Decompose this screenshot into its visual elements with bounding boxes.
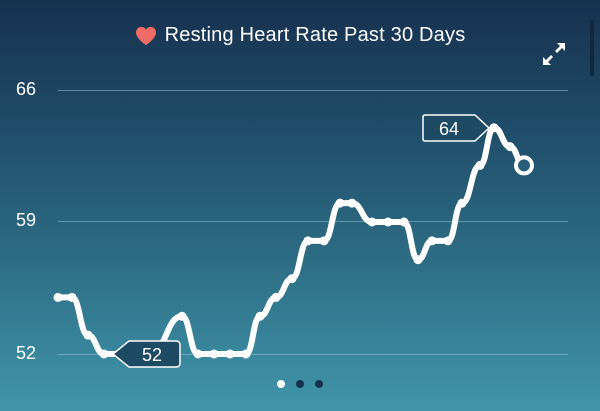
data-point <box>489 123 499 133</box>
data-point <box>193 349 203 359</box>
data-point <box>413 255 423 265</box>
scrollbar[interactable] <box>590 20 594 76</box>
data-point <box>335 198 345 208</box>
max-callout: 64 <box>422 114 491 142</box>
data-point <box>255 311 265 321</box>
data-point <box>475 160 485 170</box>
data-point <box>67 292 77 302</box>
heart-icon <box>135 26 156 45</box>
data-point <box>99 349 109 359</box>
page-dot-2[interactable] <box>296 380 304 388</box>
data-point <box>83 330 93 340</box>
expand-arrows-icon[interactable] <box>540 40 568 68</box>
page-indicator <box>0 380 600 388</box>
min-label: 52 <box>142 345 162 365</box>
y-tick-59: 59 <box>16 210 37 230</box>
gridline-66 <box>58 90 568 91</box>
chart-title: Resting Heart Rate Past 30 Days <box>164 24 466 46</box>
heart-rate-line <box>53 123 534 359</box>
max-label: 64 <box>439 119 459 139</box>
data-point <box>287 274 297 284</box>
gridline-59 <box>58 221 568 222</box>
y-tick-66: 66 <box>16 79 37 99</box>
data-point <box>457 198 467 208</box>
data-point <box>303 236 313 246</box>
data-point <box>347 198 357 208</box>
data-point <box>427 236 437 246</box>
y-tick-52: 52 <box>16 343 37 363</box>
page-dot-3[interactable] <box>315 380 323 388</box>
data-point <box>177 311 187 321</box>
data-point <box>225 349 235 359</box>
min-callout: 52 <box>111 340 181 368</box>
gridline-52 <box>58 354 568 355</box>
data-point <box>367 217 377 227</box>
page-dot-1[interactable] <box>277 380 285 388</box>
data-point <box>505 142 515 152</box>
data-point <box>271 292 281 302</box>
data-point <box>514 155 534 176</box>
data-point <box>209 349 219 359</box>
data-point <box>399 217 409 227</box>
data-point <box>241 349 251 359</box>
data-point <box>53 292 63 302</box>
chart-header: Resting Heart Rate Past 30 Days <box>0 24 600 47</box>
data-point <box>443 236 453 246</box>
data-point <box>319 236 329 246</box>
data-point <box>383 217 393 227</box>
